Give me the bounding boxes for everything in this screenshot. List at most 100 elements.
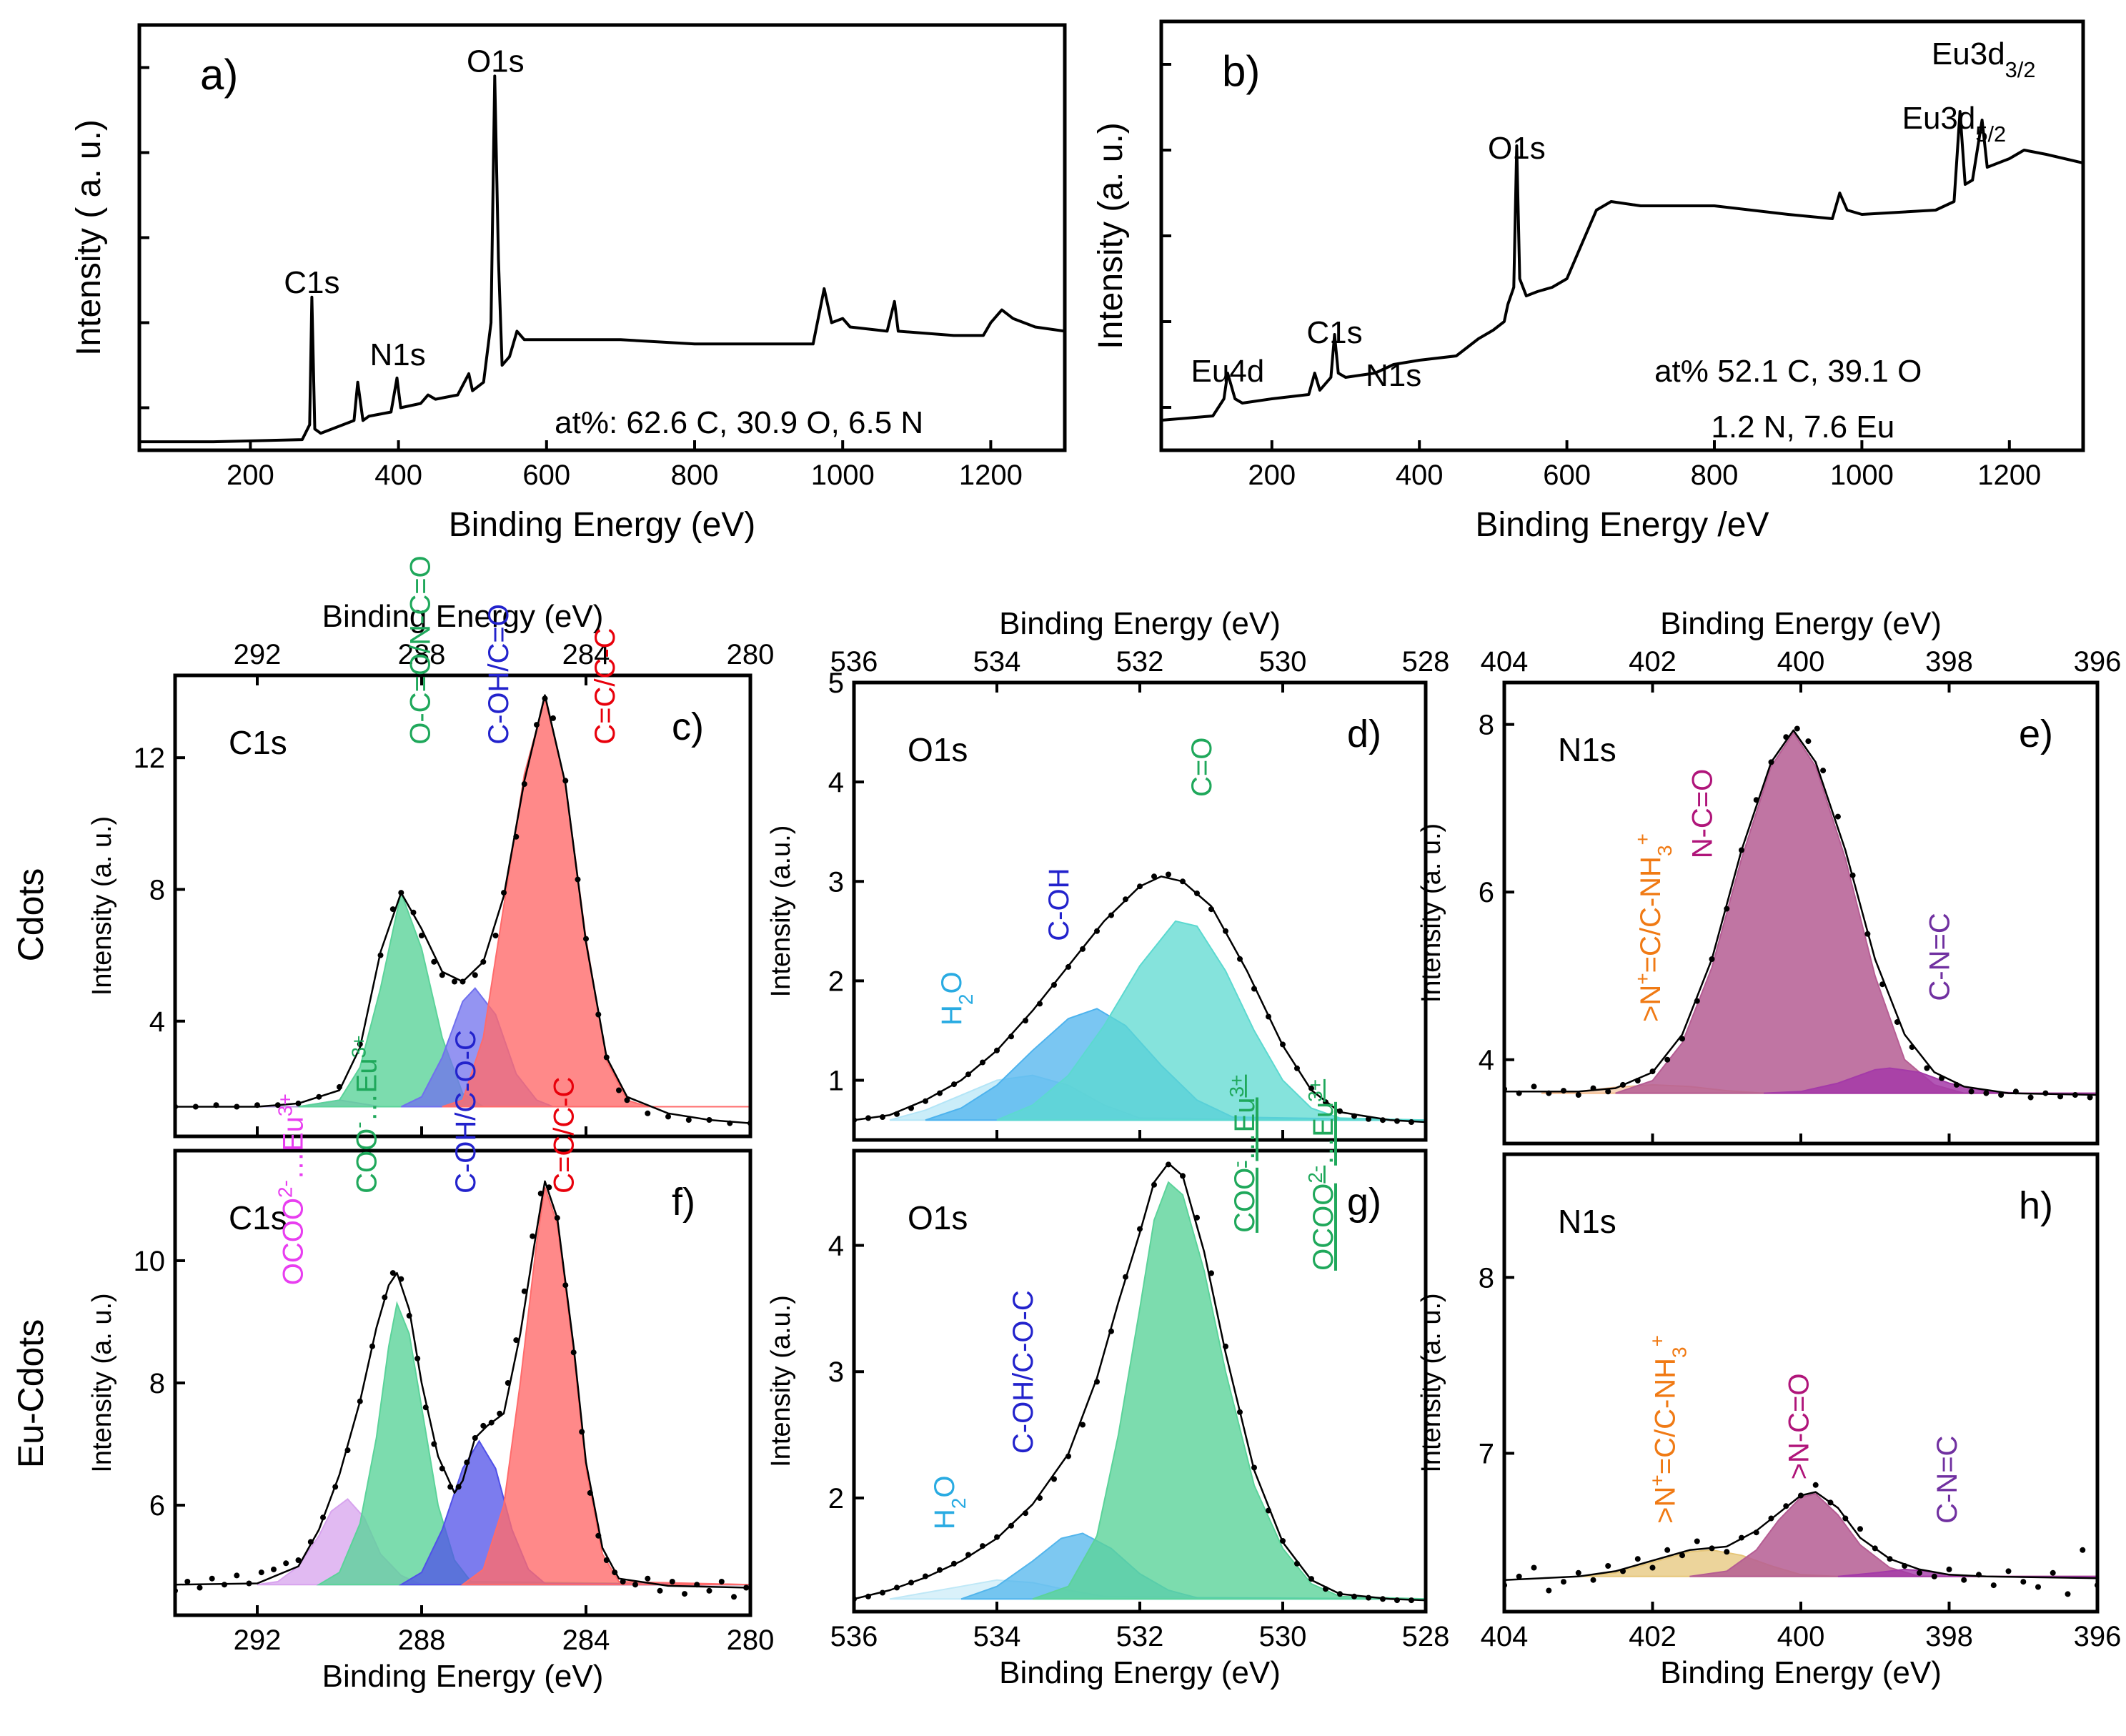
panel-h-series-data-point-20 (1798, 1492, 1804, 1499)
panel-b-annotation-1-main: C1s (1306, 315, 1362, 350)
panel-e-series-data-point-1 (1516, 1090, 1522, 1096)
panel-e-series-data-point-29 (1924, 1065, 1930, 1071)
panel-h-series-data-point-18 (1768, 1515, 1774, 1522)
panel-h-series-data-point-10 (1649, 1564, 1656, 1571)
panel-e-annotation-1-main: N-C=O (1687, 769, 1719, 859)
panel-c-series-data-point-16 (439, 972, 445, 978)
panel-c-series-data-point-5 (274, 1102, 281, 1108)
panel-c-annotation-2: C=C/C-C (590, 628, 621, 744)
panel-h-title: N1s (1558, 1203, 1616, 1240)
panel-f-annotation-2-main: C-OH/C-O-C (450, 1030, 482, 1194)
panel-c-series-data-point-33 (616, 1087, 622, 1093)
panel-f-ytick-label-0: 6 (149, 1490, 165, 1522)
panel-f-series-data-point-28 (472, 1435, 478, 1441)
panel-b-annotation-7-sub: 3/2 (2005, 57, 2036, 82)
panel-e-series-data-point-35 (2012, 1088, 2019, 1095)
panel-d-series-data-point-9 (980, 1059, 985, 1066)
panel-d-series-data-point-24 (1194, 891, 1200, 896)
panel-g-series-data-point-23 (1180, 1173, 1186, 1179)
panel-f-series-data-point-16 (369, 1343, 375, 1349)
panel-c-top-xtick-label-3: 280 (727, 639, 775, 670)
panel-g-series-data-point-7 (951, 1560, 957, 1567)
panel-e-annotation-2-main: C-N=C (1924, 913, 1956, 1001)
panel-f-series-data-point-27 (464, 1459, 470, 1466)
panel-d-series-data-point-34 (1337, 1108, 1343, 1114)
panel-d-series-data-point-8 (965, 1071, 971, 1078)
panel-b-annotation-7-main: Eu3d (1932, 36, 2005, 71)
panel-f-series-data-point-17 (382, 1294, 388, 1301)
panel-b: 200 400 600 800 1000 1200 Binding Energy /eV In… (1092, 19, 2085, 544)
panel-f-series-data-point-24 (439, 1465, 445, 1472)
panel-g-annotation-3-sup: 2- (1304, 1166, 1326, 1184)
panel-d-series-data-point-35 (1351, 1113, 1357, 1119)
panel-g-series-data-point-22 (1166, 1161, 1171, 1168)
panel-d-series-data-point-21 (1151, 873, 1157, 880)
panel-d-series-data-point-4 (908, 1105, 914, 1111)
panel-b-xtick-label-2: 600 (1543, 460, 1591, 491)
panel-e-series-data-point-24 (1849, 872, 1856, 878)
panel-e-series-data-point-20 (1794, 725, 1800, 732)
panel-f-series-data-point-47 (632, 1582, 638, 1588)
panel-a-annotation-3-main: at%: 62.6 C, 30.9 O, 6.5 N (555, 405, 923, 440)
panel-h-series-data-point-6 (1590, 1577, 1596, 1583)
panel-h-series-data-point-19 (1783, 1503, 1789, 1509)
panel-g-annotation-3: OCOO2-…Eu3+ (1304, 1079, 1340, 1271)
panel-g-series-data-point-32 (1308, 1576, 1314, 1582)
panel-c-series-data-point-10 (377, 952, 384, 958)
panel-c-ytick-label-1: 8 (149, 874, 165, 906)
panel-f-annotation-1-sup: - (347, 1121, 369, 1128)
panel-c-top-xtick-label-2: 284 (562, 639, 610, 670)
panel-b-annotation-5: 1.2 N, 7.6 Eu (1711, 410, 1894, 445)
panel-e-annotation-2: C-N=C (1924, 913, 1956, 1001)
panel-d: 536 534 532 530 528 1 2 3 4 5 Binding Energy (eV) I… (766, 606, 1449, 1142)
panel-c-title: C1s (229, 724, 287, 761)
panel-g-series-data-point-8 (965, 1552, 971, 1558)
panel-g-annotation-0-tail: O (929, 1476, 960, 1498)
panel-g-series-data-point-26 (1223, 1343, 1228, 1349)
panel-d-series-data-point-12 (1023, 1018, 1028, 1023)
panel-d-series-data-point-20 (1137, 883, 1143, 890)
panel-g-annotation-1-main: C-OH/C-O-C (1008, 1290, 1039, 1454)
panel-a-annotation-0-main: C1s (284, 265, 339, 300)
panel-g-series-data-point-5 (923, 1573, 928, 1579)
panel-f-series-data-point-19 (398, 1276, 404, 1282)
panel-g-ylabel: Intensity (a.u.) (766, 1295, 796, 1467)
panel-g-series-data-point-1 (865, 1593, 871, 1599)
panel-c-series-data-point-26 (542, 695, 548, 702)
panel-b-annotation-4: at% 52.1 C, 39.1 O (1654, 354, 1922, 389)
panel-h-xtick-label-4: 396 (2074, 1621, 2122, 1652)
panel-f-series-c-c-c-c-area (460, 1186, 750, 1586)
panel-d-series-data-point-17 (1094, 928, 1100, 934)
panel-g: 536 534 532 530 528 2 3 4 Binding Energy (eV) Int… (766, 1075, 1449, 1690)
panel-d-top-xtick-label-2: 532 (1116, 646, 1164, 678)
panel-b-annotation-6-sub: 5/2 (1975, 121, 2006, 147)
panel-f-series-data-point-50 (669, 1579, 675, 1584)
panel-h-annotation-2-main: C-N=C (1932, 1436, 1963, 1524)
panel-h-series-data-point-11 (1664, 1547, 1671, 1553)
panel-f: 292 288 284 280 6 8 10 Binding Energy (eV) Inten… (87, 1030, 774, 1694)
panel-a-xlabel: Binding Energy (eV) (449, 506, 756, 544)
panel-a-series-group (139, 74, 1065, 444)
panel-c-series-data-point-4 (254, 1102, 260, 1108)
panel-d-annotation-1: C-OH (1043, 868, 1075, 941)
panel-b-xtick-label-1: 400 (1396, 460, 1444, 491)
panel-d-series-data-point-19 (1123, 896, 1128, 903)
panel-c-series-data-point-18 (460, 978, 466, 985)
panel-h-ytick-label-1: 8 (1479, 1262, 1494, 1294)
panel-g-series-data-point-18 (1108, 1328, 1114, 1334)
panel-h-xtick-label-1: 402 (1629, 1621, 1677, 1652)
panel-f-series-data-point-53 (706, 1587, 712, 1594)
panel-h-series-data-point-15 (1724, 1549, 1730, 1555)
panel-g-xlabel: Binding Energy (eV) (999, 1655, 1281, 1690)
panel-h-series-data-point-33 (1990, 1582, 1997, 1589)
panel-e-series-data-point-19 (1783, 734, 1789, 740)
panel-f-series-data-point-51 (682, 1591, 687, 1597)
panel-c-frame (173, 673, 752, 1139)
panel-h-ylabel: Intensity (a. u.) (1416, 1293, 1446, 1472)
panel-g-annotation-0-main: H (929, 1509, 960, 1529)
panel-b-annotation-3-main: O1s (1488, 131, 1546, 166)
panel-g-series-data-point-14 (1051, 1476, 1057, 1482)
panel-g-xtick-label-1: 534 (973, 1621, 1021, 1652)
panel-f-series-data-point-38 (554, 1215, 560, 1221)
panel-a-frame (137, 23, 1067, 452)
